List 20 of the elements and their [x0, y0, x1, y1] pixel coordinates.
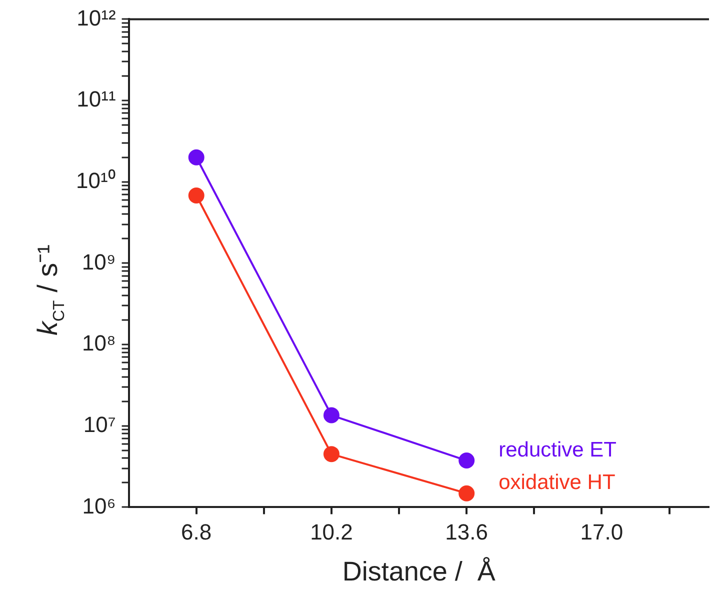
point [458, 485, 475, 502]
y-tick-label: 10¹¹ [76, 86, 116, 112]
x-tick-label: 10.2 [310, 519, 353, 544]
point [323, 407, 340, 424]
y-tick-label: 10⁷ [83, 412, 116, 437]
y-tick-label: 10⁹ [82, 249, 116, 274]
series-label: oxidative HT [498, 471, 616, 494]
x-axis-title: Distance / Å [342, 556, 496, 586]
point [188, 149, 204, 166]
x-tick-label: 6.8 [181, 519, 212, 544]
point [188, 187, 204, 204]
y-tick-label: 10¹⁰ [76, 168, 116, 193]
y-tick-label: 10⁶ [82, 493, 116, 518]
y-tick-label: 10¹² [76, 5, 116, 30]
x-tick-label: 13.6 [445, 519, 488, 544]
text: 17.0 [580, 519, 624, 544]
y-tick-label: 10⁸ [82, 330, 116, 356]
series-label: reductive ET [498, 438, 617, 462]
point [458, 452, 475, 469]
point [323, 446, 340, 462]
